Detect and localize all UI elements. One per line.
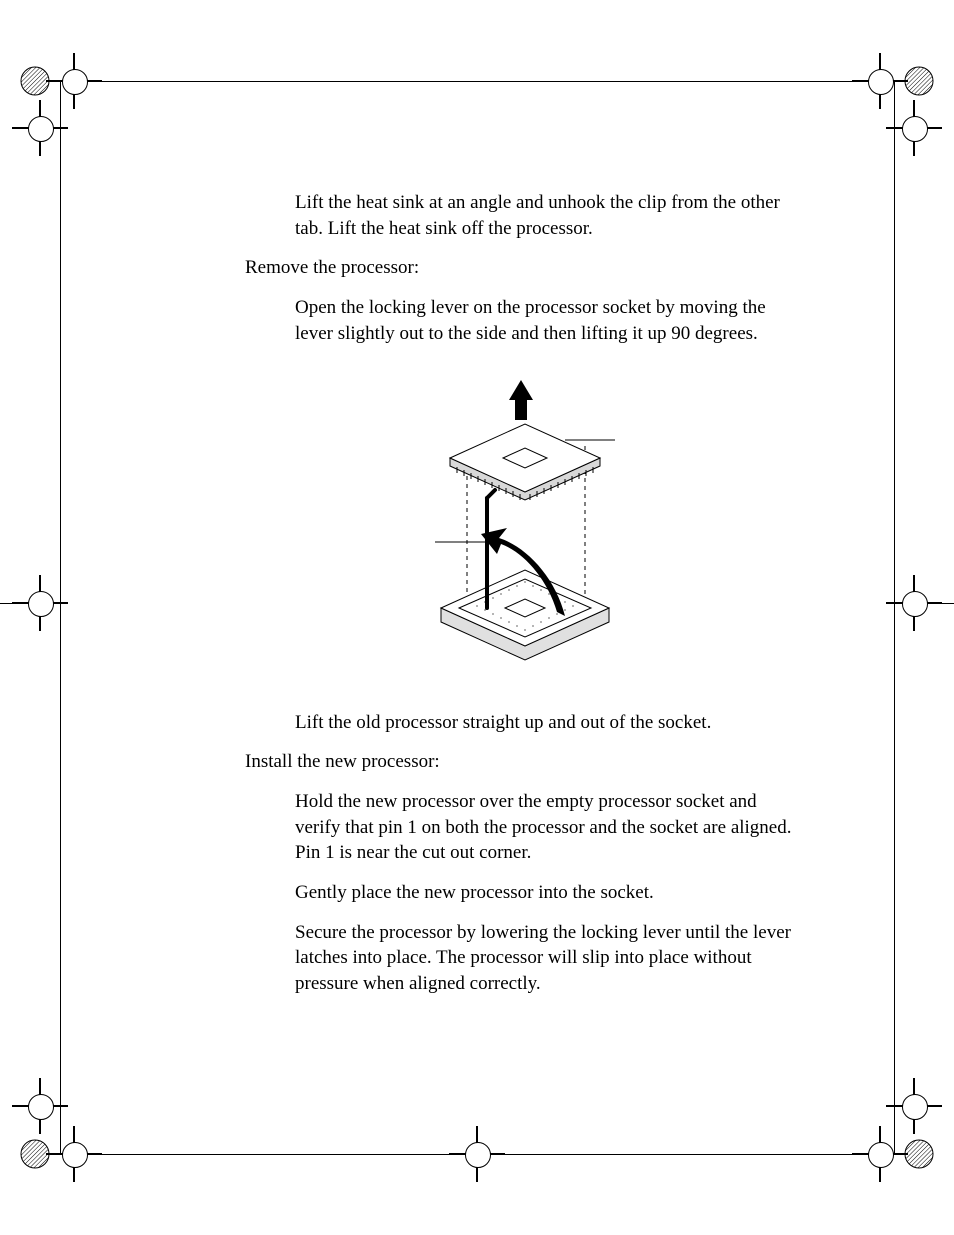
cropmark-crosshair xyxy=(46,1126,102,1182)
cropmark-line xyxy=(60,1154,894,1155)
paragraph: Open the locking lever on the processor … xyxy=(295,295,805,346)
cropmark-tick xyxy=(0,603,60,604)
cpu-chip xyxy=(450,424,600,500)
cropmark-hatchball xyxy=(904,1139,934,1169)
paragraph: Lift the heat sink at an angle and unhoo… xyxy=(295,190,805,241)
cropmark-crosshair xyxy=(12,1078,68,1134)
paragraph: Gently place the new processor into the … xyxy=(295,880,805,906)
cropmark-hatchball xyxy=(20,66,50,96)
cropmark-line xyxy=(60,81,61,1154)
cropmark-line xyxy=(60,81,894,82)
section-heading: Remove the processor: xyxy=(245,255,805,281)
page: Lift the heat sink at an angle and unhoo… xyxy=(0,0,954,1235)
figure-container xyxy=(245,374,805,682)
cropmark-crosshair xyxy=(449,1126,505,1182)
paragraph: Secure the processor by lowering the loc… xyxy=(295,920,805,997)
arrow-up-icon xyxy=(509,380,533,420)
paragraph: Hold the new processor over the empty pr… xyxy=(295,789,805,866)
cropmark-crosshair xyxy=(46,53,102,109)
cropmark-tick xyxy=(894,603,954,604)
content-column: Lift the heat sink at an angle and unhoo… xyxy=(245,190,805,1011)
cropmark-crosshair xyxy=(886,1078,942,1134)
cropmark-crosshair xyxy=(12,575,68,631)
processor-socket-diagram xyxy=(415,374,635,674)
cpu-socket xyxy=(441,570,609,660)
cropmark-hatchball xyxy=(20,1139,50,1169)
cropmark-crosshair xyxy=(886,575,942,631)
cropmark-crosshair xyxy=(852,1126,908,1182)
section-heading: Install the new processor: xyxy=(245,749,805,775)
paragraph: Lift the old processor straight up and o… xyxy=(295,710,805,736)
cropmark-line xyxy=(894,81,895,1154)
cropmark-hatchball xyxy=(904,66,934,96)
cropmark-crosshair xyxy=(852,53,908,109)
cropmark-crosshair xyxy=(12,100,68,156)
cropmark-crosshair xyxy=(886,100,942,156)
